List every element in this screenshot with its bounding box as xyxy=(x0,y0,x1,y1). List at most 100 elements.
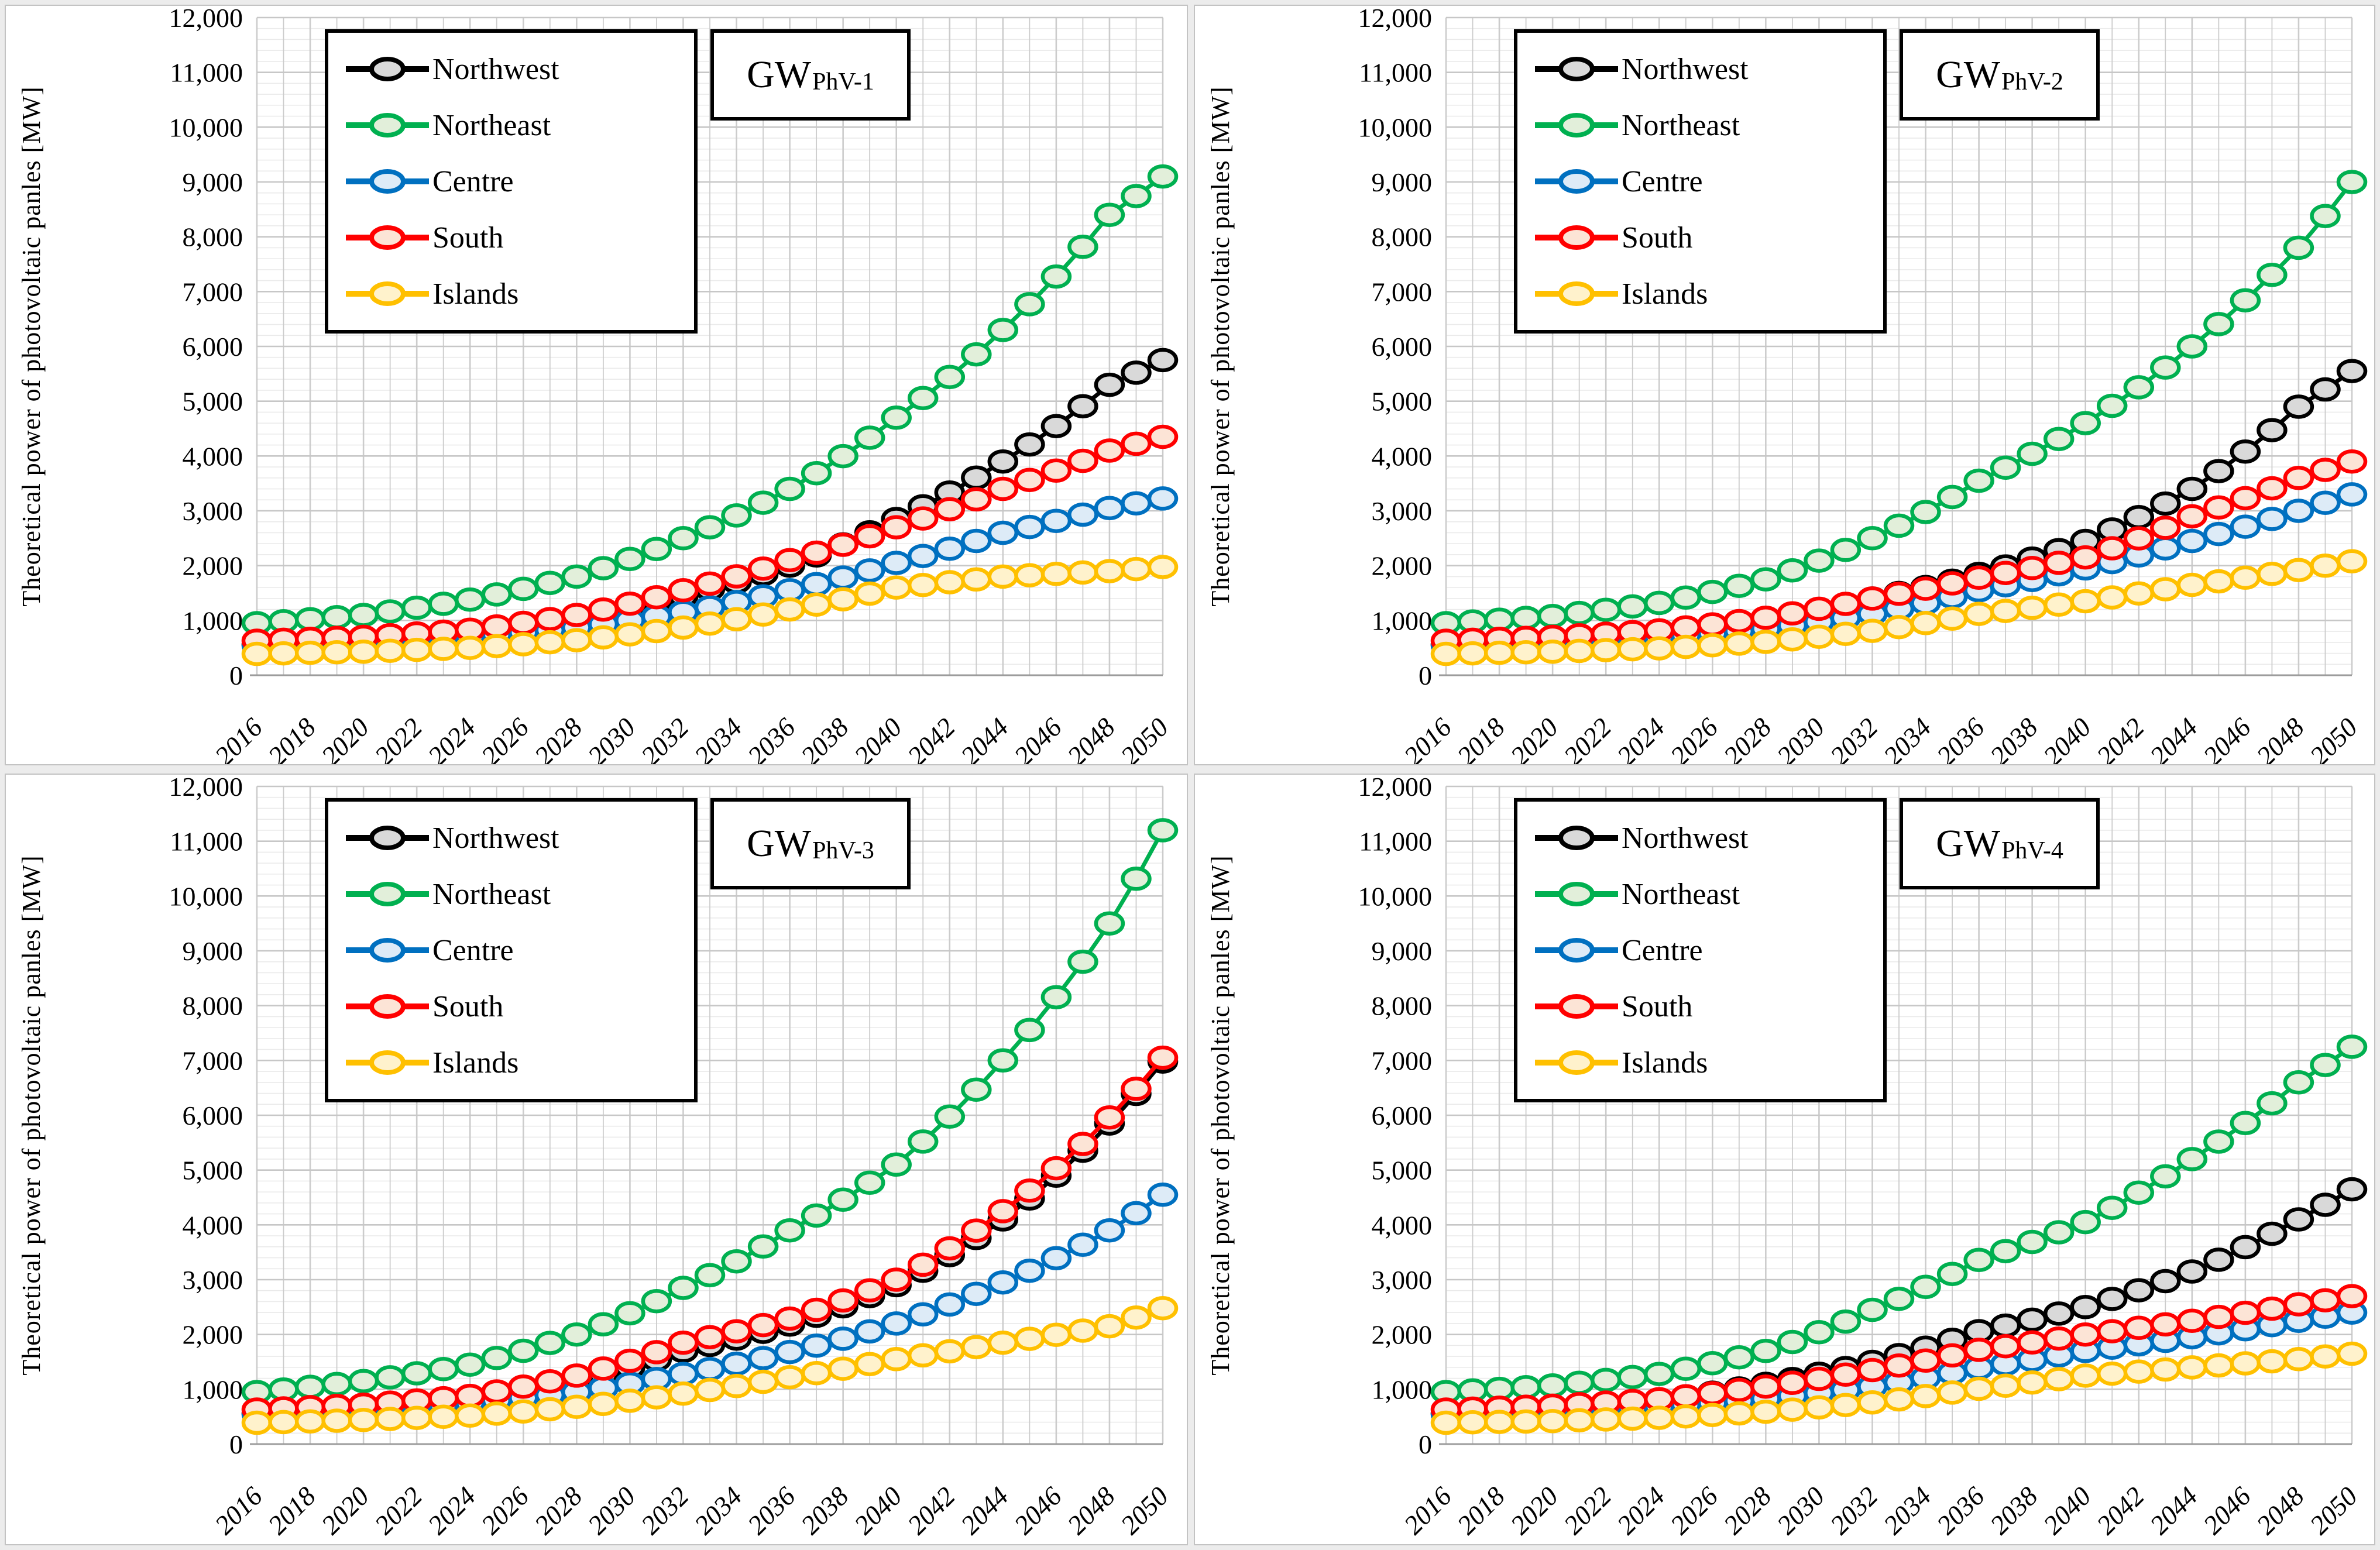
legend-item: Islands xyxy=(1517,266,1883,322)
svg-text:2024: 2024 xyxy=(422,712,481,764)
svg-text:2046: 2046 xyxy=(1008,1481,1067,1540)
svg-text:0: 0 xyxy=(229,661,243,690)
svg-text:3,000: 3,000 xyxy=(1372,496,1433,526)
svg-text:8,000: 8,000 xyxy=(183,991,243,1021)
svg-text:2030: 2030 xyxy=(582,712,641,764)
svg-text:2030: 2030 xyxy=(582,1481,641,1540)
svg-text:12,000: 12,000 xyxy=(169,775,243,802)
legend-label: Islands xyxy=(1622,277,1708,311)
svg-text:2038: 2038 xyxy=(1984,1481,2044,1540)
legend: Northwest Northeast Centre South Islands xyxy=(325,798,698,1102)
svg-text:2040: 2040 xyxy=(2038,1481,2097,1540)
svg-text:11,000: 11,000 xyxy=(1359,827,1432,857)
svg-text:2022: 2022 xyxy=(369,712,428,764)
svg-text:2042: 2042 xyxy=(2091,712,2150,764)
svg-text:3,000: 3,000 xyxy=(183,496,243,526)
legend-item: Centre xyxy=(328,922,694,978)
svg-text:11,000: 11,000 xyxy=(170,58,243,88)
chart-panel-phv2: 0 1,000 2,000 3,000 4,000 5,000 6,000 7,000 8,00… xyxy=(1194,5,2375,765)
svg-text:10,000: 10,000 xyxy=(169,881,243,911)
svg-text:2018: 2018 xyxy=(262,712,321,764)
svg-text:2,000: 2,000 xyxy=(1372,1320,1433,1350)
legend: Northwest Northeast Centre South Islands xyxy=(325,29,698,334)
legend-label: Northeast xyxy=(1622,108,1740,142)
svg-text:2030: 2030 xyxy=(1771,712,1830,764)
legend-item: South xyxy=(1517,978,1883,1035)
svg-text:2028: 2028 xyxy=(1718,1481,1777,1540)
series-marker-icon xyxy=(346,994,429,1019)
svg-text:2016: 2016 xyxy=(1398,712,1457,764)
series-marker-icon xyxy=(346,826,429,850)
chart-title-main: GW xyxy=(1936,822,2001,865)
legend-item: Northeast xyxy=(328,97,694,153)
svg-text:2020: 2020 xyxy=(1505,1481,1564,1540)
svg-text:2046: 2046 xyxy=(2197,712,2257,764)
chart-title-sub: PhV-3 xyxy=(812,837,874,864)
svg-text:2,000: 2,000 xyxy=(183,1320,243,1350)
svg-text:2038: 2038 xyxy=(795,712,854,764)
svg-text:2040: 2040 xyxy=(849,712,908,764)
svg-text:6,000: 6,000 xyxy=(1372,332,1433,362)
svg-text:2032: 2032 xyxy=(635,712,694,764)
svg-text:1,000: 1,000 xyxy=(1372,606,1433,635)
svg-text:2044: 2044 xyxy=(2144,1481,2203,1540)
svg-text:2036: 2036 xyxy=(1931,712,1990,764)
svg-text:0: 0 xyxy=(1419,661,1432,690)
series-marker-icon xyxy=(1535,225,1618,250)
legend-label: South xyxy=(1622,221,1693,255)
series-marker-icon xyxy=(1535,994,1618,1019)
svg-text:2,000: 2,000 xyxy=(183,551,243,581)
svg-text:2024: 2024 xyxy=(1611,1481,1670,1540)
series-marker-icon xyxy=(1535,113,1618,138)
svg-text:2042: 2042 xyxy=(902,1481,961,1540)
svg-text:2036: 2036 xyxy=(742,712,801,764)
legend-item: Northeast xyxy=(1517,97,1883,153)
svg-text:10,000: 10,000 xyxy=(1358,881,1433,911)
svg-text:3,000: 3,000 xyxy=(183,1265,243,1295)
y-axis-title: Theoretical power of photovoltaic panles… xyxy=(17,855,46,1376)
legend-label: Centre xyxy=(432,164,514,198)
chart-panel-phv1: 0 1,000 2,000 3,000 4,000 5,000 6,000 7,000 8,00… xyxy=(5,5,1188,765)
svg-text:2046: 2046 xyxy=(2197,1481,2257,1540)
svg-text:2042: 2042 xyxy=(902,712,961,764)
svg-text:0: 0 xyxy=(1419,1429,1432,1459)
y-axis-title: Theoretical power of photovoltaic panles… xyxy=(17,86,46,607)
svg-text:2026: 2026 xyxy=(475,712,534,764)
svg-text:2020: 2020 xyxy=(315,1481,375,1540)
svg-text:8,000: 8,000 xyxy=(183,222,243,252)
legend-label: Northwest xyxy=(1622,52,1749,86)
svg-text:2028: 2028 xyxy=(528,712,588,764)
svg-text:2048: 2048 xyxy=(1062,712,1121,764)
svg-text:1,000: 1,000 xyxy=(1372,1374,1433,1404)
legend-label: Northeast xyxy=(432,108,551,142)
svg-text:5,000: 5,000 xyxy=(1372,387,1433,417)
svg-text:2020: 2020 xyxy=(1505,712,1564,764)
legend-item: South xyxy=(328,978,694,1035)
svg-text:2048: 2048 xyxy=(2251,712,2310,764)
legend-item: Islands xyxy=(328,1035,694,1091)
svg-text:9,000: 9,000 xyxy=(1372,167,1433,197)
series-marker-icon xyxy=(346,882,429,906)
svg-text:2026: 2026 xyxy=(475,1481,534,1540)
legend-item: Northeast xyxy=(328,866,694,922)
legend-item: Centre xyxy=(1517,153,1883,209)
svg-text:4,000: 4,000 xyxy=(183,441,243,471)
svg-text:6,000: 6,000 xyxy=(183,1101,243,1130)
svg-text:3,000: 3,000 xyxy=(1372,1265,1433,1295)
chart-title-main: GW xyxy=(747,53,812,96)
svg-text:8,000: 8,000 xyxy=(1372,222,1433,252)
svg-text:2018: 2018 xyxy=(1451,1481,1510,1540)
svg-text:7,000: 7,000 xyxy=(1372,277,1433,307)
svg-text:2016: 2016 xyxy=(209,712,268,764)
chart-plot: 0 1,000 2,000 3,000 4,000 5,000 6,000 7,000 8,00… xyxy=(169,6,1179,764)
legend-item: Northwest xyxy=(1517,810,1883,866)
legend-label: Northeast xyxy=(432,877,551,911)
legend-item: Northwest xyxy=(1517,41,1883,97)
svg-text:6,000: 6,000 xyxy=(183,332,243,362)
svg-text:2022: 2022 xyxy=(1558,1481,1617,1540)
svg-text:2030: 2030 xyxy=(1771,1481,1830,1540)
series-marker-icon xyxy=(1535,57,1618,81)
legend-item: Islands xyxy=(328,266,694,322)
series-marker-icon xyxy=(1535,938,1618,963)
